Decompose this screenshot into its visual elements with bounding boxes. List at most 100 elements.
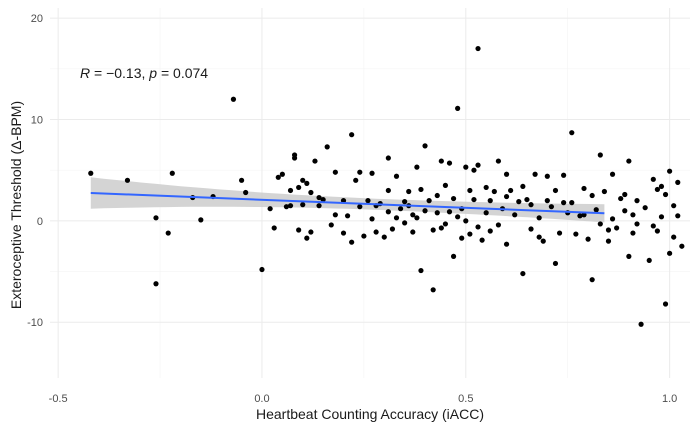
data-point <box>345 213 350 218</box>
r-value: = −0.13, <box>90 65 149 81</box>
data-point <box>594 207 599 212</box>
data-point <box>557 230 562 235</box>
data-point <box>512 212 517 217</box>
data-point <box>198 217 203 222</box>
data-point <box>545 198 550 203</box>
x-axis-title: Heartbeat Counting Accuracy (iACC) <box>256 406 484 422</box>
data-point <box>504 242 509 247</box>
data-point <box>630 212 635 217</box>
data-point <box>431 227 436 232</box>
data-point <box>545 174 550 179</box>
data-point <box>475 46 480 51</box>
data-point <box>353 178 358 183</box>
data-point <box>463 218 468 223</box>
data-point <box>606 227 611 232</box>
data-point <box>569 130 574 135</box>
data-point <box>231 97 236 102</box>
data-point <box>88 171 93 176</box>
data-point <box>638 322 643 327</box>
data-point <box>406 189 411 194</box>
data-point <box>537 215 542 220</box>
data-point <box>239 178 244 183</box>
data-point <box>504 172 509 177</box>
data-point <box>585 237 590 242</box>
data-point <box>626 158 631 163</box>
data-point <box>357 170 362 175</box>
data-point <box>561 200 566 205</box>
data-point <box>398 206 403 211</box>
data-point <box>614 225 619 230</box>
data-point <box>659 214 664 219</box>
data-point <box>422 143 427 148</box>
data-point <box>390 226 395 231</box>
data-point <box>153 215 158 220</box>
data-point <box>402 199 407 204</box>
data-point <box>288 203 293 208</box>
data-point <box>480 238 485 243</box>
data-point <box>308 229 313 234</box>
data-point <box>671 234 676 239</box>
p-symbol: p <box>148 65 157 81</box>
data-point <box>573 231 578 236</box>
data-point <box>663 301 668 306</box>
data-point <box>414 165 419 170</box>
data-point <box>243 190 248 195</box>
data-point <box>349 240 354 245</box>
data-point <box>369 216 374 221</box>
data-point <box>382 234 387 239</box>
data-point <box>292 152 297 157</box>
data-point <box>675 213 680 218</box>
data-point <box>537 234 542 239</box>
data-point <box>463 165 468 170</box>
data-point <box>590 193 595 198</box>
data-point <box>610 172 615 177</box>
data-point <box>296 227 301 232</box>
r-symbol: R <box>80 65 90 81</box>
data-point <box>329 222 334 227</box>
data-point <box>492 189 497 194</box>
y-tick-label: 0 <box>37 216 43 228</box>
data-point <box>643 205 648 210</box>
data-point <box>349 132 354 137</box>
data-point <box>418 187 423 192</box>
data-point <box>439 225 444 230</box>
data-point <box>308 190 313 195</box>
data-point <box>414 215 419 220</box>
data-point <box>467 188 472 193</box>
data-point <box>475 163 480 168</box>
data-point <box>679 244 684 249</box>
data-point <box>520 184 525 189</box>
data-point <box>488 228 493 233</box>
data-point <box>553 261 558 266</box>
data-point <box>435 193 440 198</box>
data-point <box>459 236 464 241</box>
data-point <box>504 194 509 199</box>
data-point <box>427 198 432 203</box>
data-point <box>602 189 607 194</box>
data-point <box>508 188 513 193</box>
data-point <box>333 170 338 175</box>
data-point <box>475 224 480 229</box>
data-point <box>541 239 546 244</box>
x-tick-label: 1.0 <box>662 393 677 405</box>
data-point <box>606 239 611 244</box>
data-point <box>553 188 558 193</box>
data-point <box>374 229 379 234</box>
data-point <box>288 188 293 193</box>
data-point <box>659 184 664 189</box>
data-point <box>484 210 489 215</box>
data-point <box>671 203 676 208</box>
data-point <box>455 214 460 219</box>
y-tick-label: 20 <box>31 13 43 25</box>
data-point <box>520 271 525 276</box>
data-point <box>422 208 427 213</box>
data-point <box>647 258 652 263</box>
data-point <box>618 196 623 201</box>
data-point <box>471 197 476 202</box>
data-point <box>581 186 586 191</box>
data-point <box>549 204 554 209</box>
data-point <box>622 192 627 197</box>
data-point <box>365 198 370 203</box>
data-point <box>598 221 603 226</box>
